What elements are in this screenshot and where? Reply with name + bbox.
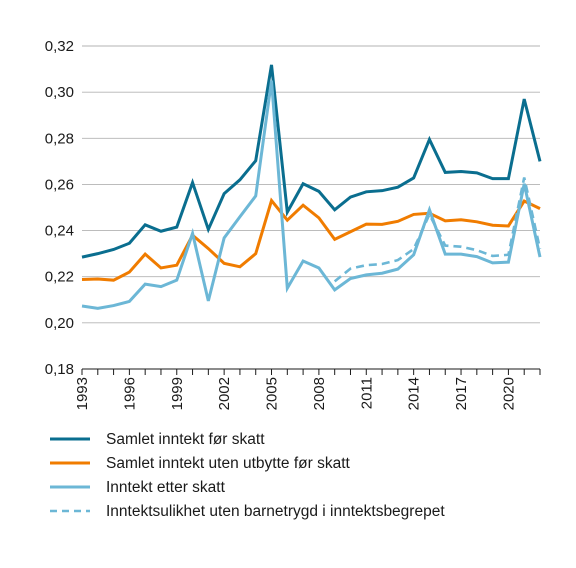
x-tick-label: 1993 [74, 377, 91, 410]
grid-lines [82, 45, 540, 370]
y-tick-label: 0,32 [45, 38, 74, 55]
legend-label: Samlet inntekt før skatt [106, 431, 265, 448]
x-axis-ticks: 1993 1996 1999 2002 2005 2008 2011 2014 2017 2020 [74, 368, 541, 410]
legend-label: Samlet inntekt uten utbytte før skatt [106, 455, 351, 472]
legend-label: Inntektsulikhet uten barnetrygd i inntek… [106, 503, 445, 520]
x-tick-label: 1996 [121, 377, 138, 410]
y-tick-label: 0,20 [45, 315, 74, 332]
x-tick-label: 2002 [216, 377, 233, 410]
y-axis-ticks: 0,18 0,20 0,22 0,24 0,26 0,28 0,30 0,32 [45, 38, 74, 378]
x-tick-label: 2005 [264, 377, 281, 410]
x-tick-label: 2008 [311, 377, 328, 410]
legend: Samlet inntekt før skatt Samlet inntekt u… [50, 431, 445, 520]
y-tick-label: 0,26 [45, 176, 74, 193]
y-tick-label: 0,22 [45, 269, 74, 286]
y-tick-label: 0,30 [45, 84, 74, 101]
x-tick-label: 1999 [169, 377, 186, 410]
legend-label: Inntekt etter skatt [106, 479, 226, 496]
y-tick-label: 0,28 [45, 130, 74, 147]
series-line-0 [81, 64, 542, 259]
x-tick-label: 2011 [358, 377, 375, 409]
y-tick-label: 0,24 [45, 223, 74, 240]
x-tick-label: 2017 [453, 377, 470, 410]
series-line-2 [81, 80, 542, 310]
series-line-3 [333, 177, 542, 283]
series-lines [81, 64, 542, 310]
y-tick-label: 0,18 [45, 361, 74, 378]
x-tick-label: 2014 [406, 377, 423, 410]
x-tick-label: 2020 [500, 377, 517, 410]
series-line-1 [81, 197, 541, 282]
